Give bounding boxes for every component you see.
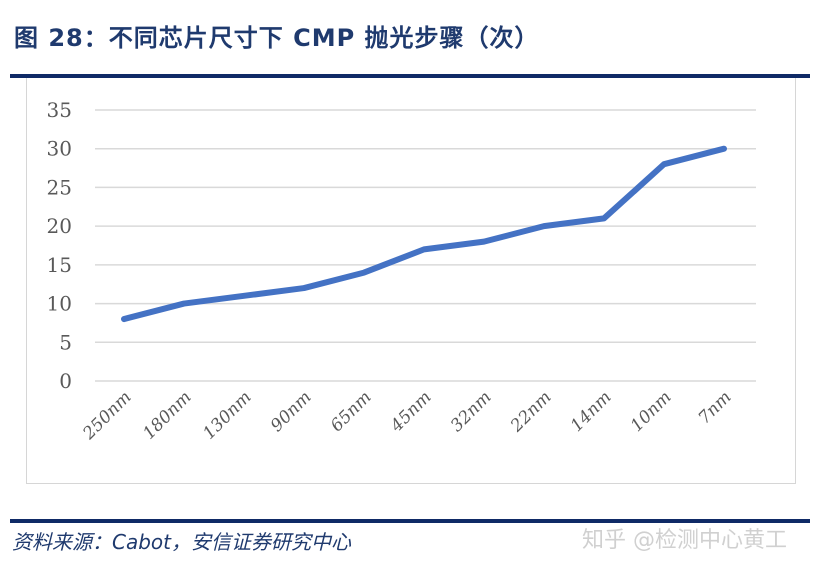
figure-title: 图 28：不同芯片尺寸下 CMP 抛光步骤（次） bbox=[14, 24, 540, 52]
x-tick-label: 14nm bbox=[567, 387, 616, 436]
source-note: 资料来源：Cabot，安信证券研究中心 bbox=[12, 530, 351, 554]
x-tick-label: 32nm bbox=[447, 387, 496, 436]
x-tick-label: 130nm bbox=[199, 387, 255, 443]
x-tick-label: 250nm bbox=[79, 387, 136, 444]
y-tick-label: 30 bbox=[47, 137, 72, 161]
y-tick-label: 25 bbox=[47, 175, 72, 199]
x-tick-label: 22nm bbox=[506, 387, 555, 436]
y-tick-label: 0 bbox=[59, 369, 72, 393]
y-tick-label: 15 bbox=[47, 253, 72, 277]
y-tick-label: 20 bbox=[47, 214, 72, 238]
y-tick-label: 10 bbox=[47, 292, 72, 316]
x-tick-label: 180nm bbox=[139, 387, 195, 443]
chart-frame bbox=[26, 78, 796, 484]
x-tick-label: 7nm bbox=[695, 387, 736, 428]
bottom-rule bbox=[10, 519, 810, 523]
y-tick-label: 35 bbox=[47, 98, 72, 122]
x-tick-label: 90nm bbox=[267, 387, 316, 436]
x-tick-label: 45nm bbox=[386, 387, 435, 436]
x-tick-label: 65nm bbox=[327, 387, 376, 436]
top-rule bbox=[10, 74, 810, 78]
y-tick-label: 5 bbox=[59, 330, 72, 354]
data-line bbox=[121, 145, 727, 323]
watermark: 知乎 @检测中心黄工 bbox=[582, 528, 787, 553]
x-tick-label: 10nm bbox=[627, 387, 676, 436]
